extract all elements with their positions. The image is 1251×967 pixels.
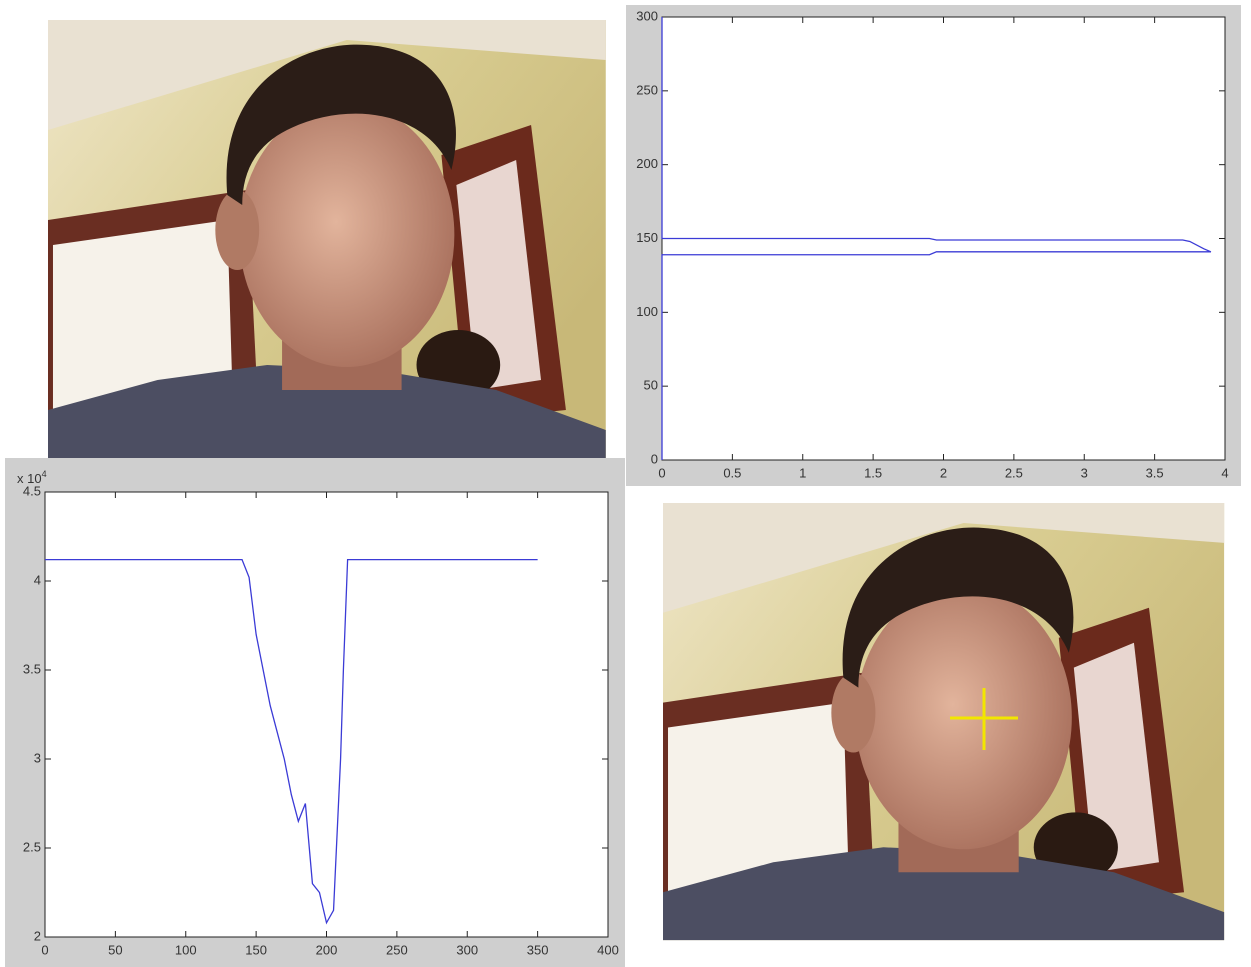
x-tick-label: 2.5 — [1005, 465, 1023, 480]
x-tick-label: 1.5 — [864, 465, 882, 480]
camera-frame — [48, 20, 606, 458]
exponent-base: x 10 — [17, 471, 42, 486]
y-tick-label: 150 — [636, 230, 658, 245]
y-tick-label: 100 — [636, 304, 658, 319]
y-tick-label: 250 — [636, 82, 658, 97]
x-tick-label: 100 — [175, 942, 197, 957]
x-tick-label: 150 — [245, 942, 267, 957]
x-tick-label: 0 — [658, 465, 665, 480]
y-tick-label: 3.5 — [23, 661, 41, 676]
x-tick-label: 1 — [799, 465, 806, 480]
x-tick-label: 350 — [527, 942, 549, 957]
x-tick-label: 0.5 — [723, 465, 741, 480]
x-tick-label: 300 — [456, 942, 478, 957]
x-tick-label: 250 — [386, 942, 408, 957]
y-tick-label: 4 — [34, 572, 41, 587]
x-tick-label: 400 — [597, 942, 619, 957]
figure-window: 0 0.5 1 1.5 2 2.5 3 3.5 4 0 50 100 150 200 250 300 0 50 10… — [0, 0, 1251, 967]
exponent-power: 4 — [42, 469, 47, 479]
x-tick-label: 200 — [316, 942, 338, 957]
y-tick-label: 200 — [636, 156, 658, 171]
tracked-frame — [663, 503, 1224, 940]
x-tick-label: 4 — [1221, 465, 1228, 480]
y-tick-label: 0 — [651, 451, 658, 466]
x-tick-label: 3.5 — [1146, 465, 1164, 480]
y-tick-label: 300 — [636, 8, 658, 23]
x-tick-label: 3 — [1081, 465, 1088, 480]
y-tick-label: 3 — [34, 750, 41, 765]
y-tick-label: 2 — [34, 928, 41, 943]
y-tick-label: 2.5 — [23, 839, 41, 854]
y-tick-label: 50 — [644, 378, 658, 393]
x-tick-label: 50 — [108, 942, 122, 957]
x-tick-label: 0 — [41, 942, 48, 957]
x-tick-label: 2 — [940, 465, 947, 480]
plot-area — [45, 492, 608, 937]
